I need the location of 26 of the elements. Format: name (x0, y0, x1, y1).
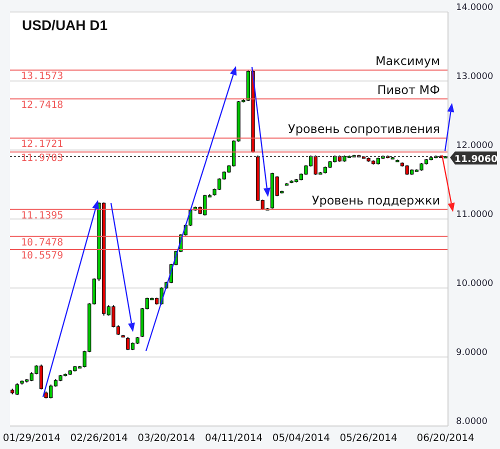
y-tick-label: 12.0000 (456, 141, 494, 152)
ref-line-label: 10.5579 (21, 250, 64, 262)
x-tick-label: 06/20/2014 (416, 433, 474, 444)
ref-line-label: 11.9703 (21, 153, 64, 164)
x-tick-label: 01/29/2014 (2, 433, 60, 444)
ref-line-label: 10.7478 (21, 238, 64, 248)
y-tick-label: 13.0000 (456, 72, 494, 82)
annotation: Максимум (375, 54, 440, 68)
y-tick-label: 14.0000 (456, 3, 494, 14)
ref-line-label: 11.1395 (21, 210, 64, 222)
x-tick-label: 02/26/2014 (70, 433, 128, 444)
y-tick-label: 11.0000 (456, 210, 494, 220)
y-tick-label: 9.0000 (456, 348, 488, 358)
ref-line-label: 13.1573 (21, 71, 64, 82)
x-tick-label: 05/04/2014 (272, 433, 330, 444)
annotation: Уровень поддержки (312, 193, 440, 208)
x-tick-label: 05/26/2014 (340, 433, 398, 444)
annotation: Уровень сопротивления (288, 122, 440, 136)
x-tick-label: 03/20/2014 (138, 433, 196, 444)
y-tick-label: 10.0000 (456, 279, 494, 290)
y-tick-label: 8.0000 (456, 417, 488, 428)
ref-line-label: 12.1721 (21, 139, 64, 150)
x-tick-label: 04/11/2014 (204, 433, 263, 444)
annotation: Пивот МФ (377, 82, 440, 97)
ref-line-label: 12.7418 (21, 100, 64, 111)
chart-title: USD/UAH D1 (22, 17, 108, 33)
